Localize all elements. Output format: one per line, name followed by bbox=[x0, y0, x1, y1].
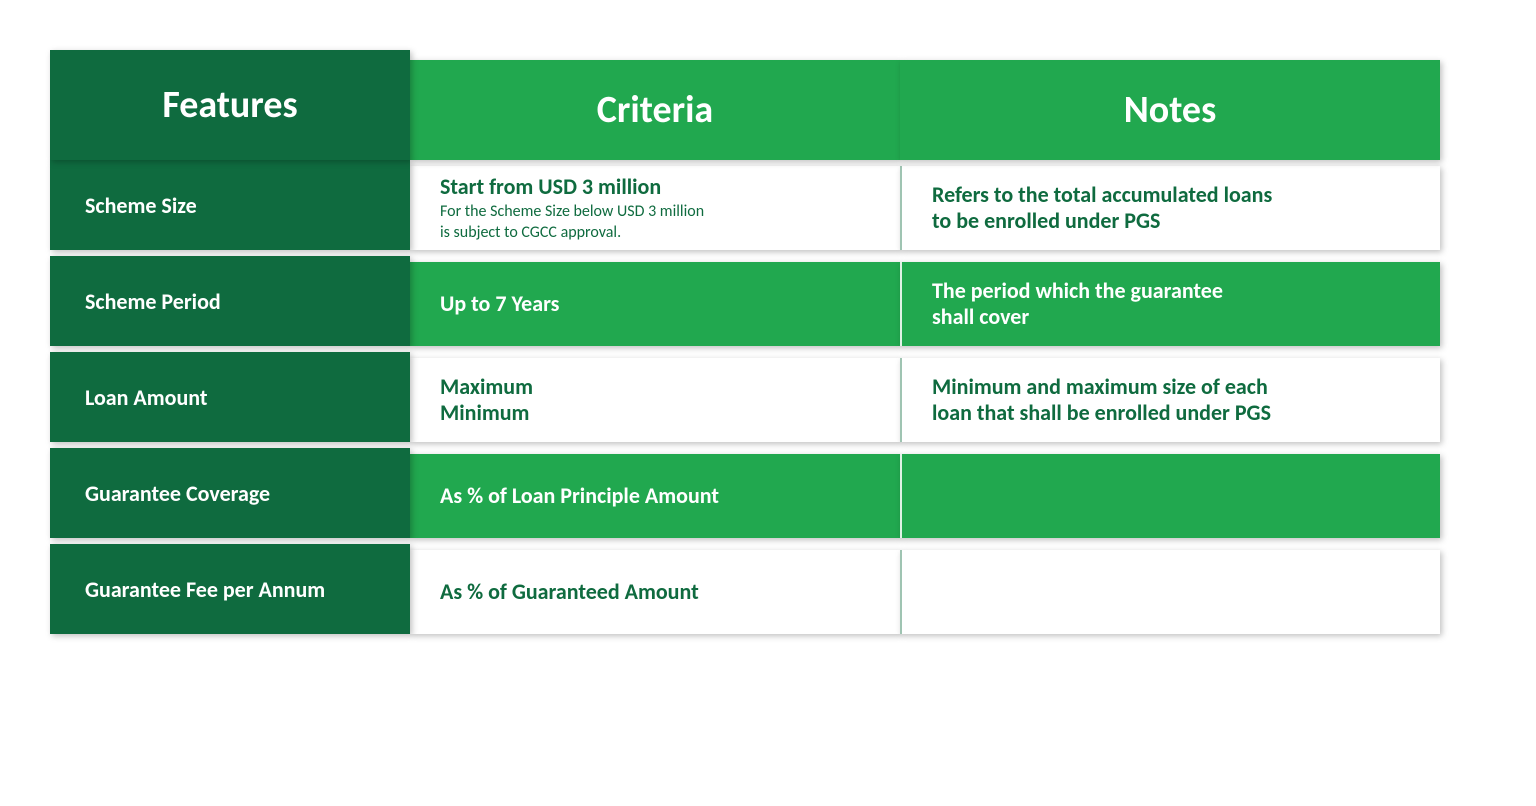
criteria-cell: Up to 7 Years bbox=[410, 262, 900, 346]
notes-text: Minimum and maximum size of each bbox=[932, 374, 1420, 400]
notes-text: The period which the guarantee bbox=[932, 278, 1420, 304]
notes-cell: Refers to the total accumulated loans to… bbox=[900, 166, 1440, 250]
notes-text: loan that shall be enrolled under PGS bbox=[932, 400, 1420, 426]
criteria-sub: is subject to CGCC approval. bbox=[440, 223, 880, 242]
notes-cell: The period which the guarantee shall cov… bbox=[900, 262, 1440, 346]
header-features: Features bbox=[50, 50, 410, 160]
criteria-cell: Start from USD 3 million For the Scheme … bbox=[410, 166, 900, 250]
notes-cell bbox=[900, 454, 1440, 538]
criteria-line: Maximum bbox=[440, 374, 880, 400]
notes-cell bbox=[900, 550, 1440, 634]
criteria-main: Up to 7 Years bbox=[440, 291, 880, 317]
feature-label: Guarantee Coverage bbox=[50, 448, 410, 538]
criteria-main: Start from USD 3 million bbox=[440, 174, 880, 200]
criteria-cell: As % of Loan Principle Amount bbox=[410, 454, 900, 538]
criteria-sub: For the Scheme Size below USD 3 million bbox=[440, 202, 880, 221]
criteria-cell: Maximum Minimum bbox=[410, 358, 900, 442]
features-table: Features Criteria Notes Scheme Size Star… bbox=[50, 50, 1486, 640]
criteria-main: As % of Loan Principle Amount bbox=[440, 483, 880, 509]
notes-text: to be enrolled under PGS bbox=[932, 208, 1420, 234]
feature-label: Guarantee Fee per Annum bbox=[50, 544, 410, 634]
header-criteria: Criteria bbox=[410, 60, 900, 160]
header-notes: Notes bbox=[900, 60, 1440, 160]
notes-text: shall cover bbox=[932, 304, 1420, 330]
criteria-line: Minimum bbox=[440, 400, 880, 426]
criteria-main: As % of Guaranteed Amount bbox=[440, 579, 880, 605]
feature-label: Loan Amount bbox=[50, 352, 410, 442]
feature-label: Scheme Size bbox=[50, 160, 410, 250]
feature-label: Scheme Period bbox=[50, 256, 410, 346]
notes-cell: Minimum and maximum size of each loan th… bbox=[900, 358, 1440, 442]
notes-text: Refers to the total accumulated loans bbox=[932, 182, 1420, 208]
criteria-cell: As % of Guaranteed Amount bbox=[410, 550, 900, 634]
